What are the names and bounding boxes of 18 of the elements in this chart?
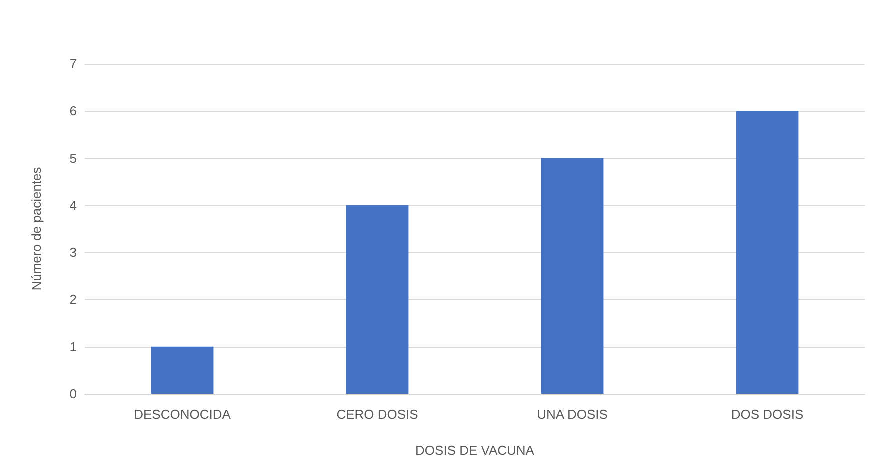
y-tick-label: 6 [70,104,77,119]
bar [346,205,409,394]
y-tick-label: 7 [70,56,77,72]
bar [151,346,214,394]
y-tick-label: 5 [70,150,77,166]
x-tick-label: UNA DOSIS [537,407,608,422]
bar [541,158,604,394]
y-tick-label: 2 [70,292,77,308]
x-tick-label: CERO DOSIS [336,407,419,422]
y-tick-label: 1 [70,339,77,354]
y-tick-label: 4 [70,198,77,213]
y-tick-label: 0 [70,386,77,402]
x-tick-label: DOS DOSIS [731,407,804,422]
y-axis-title: Número de pacientes [29,166,44,291]
bar [736,111,799,394]
x-axis-title: DOSIS DE VACUNA [416,443,535,458]
x-tick-label: DESCONOCIDA [134,407,232,422]
y-tick-label: 3 [70,245,77,260]
